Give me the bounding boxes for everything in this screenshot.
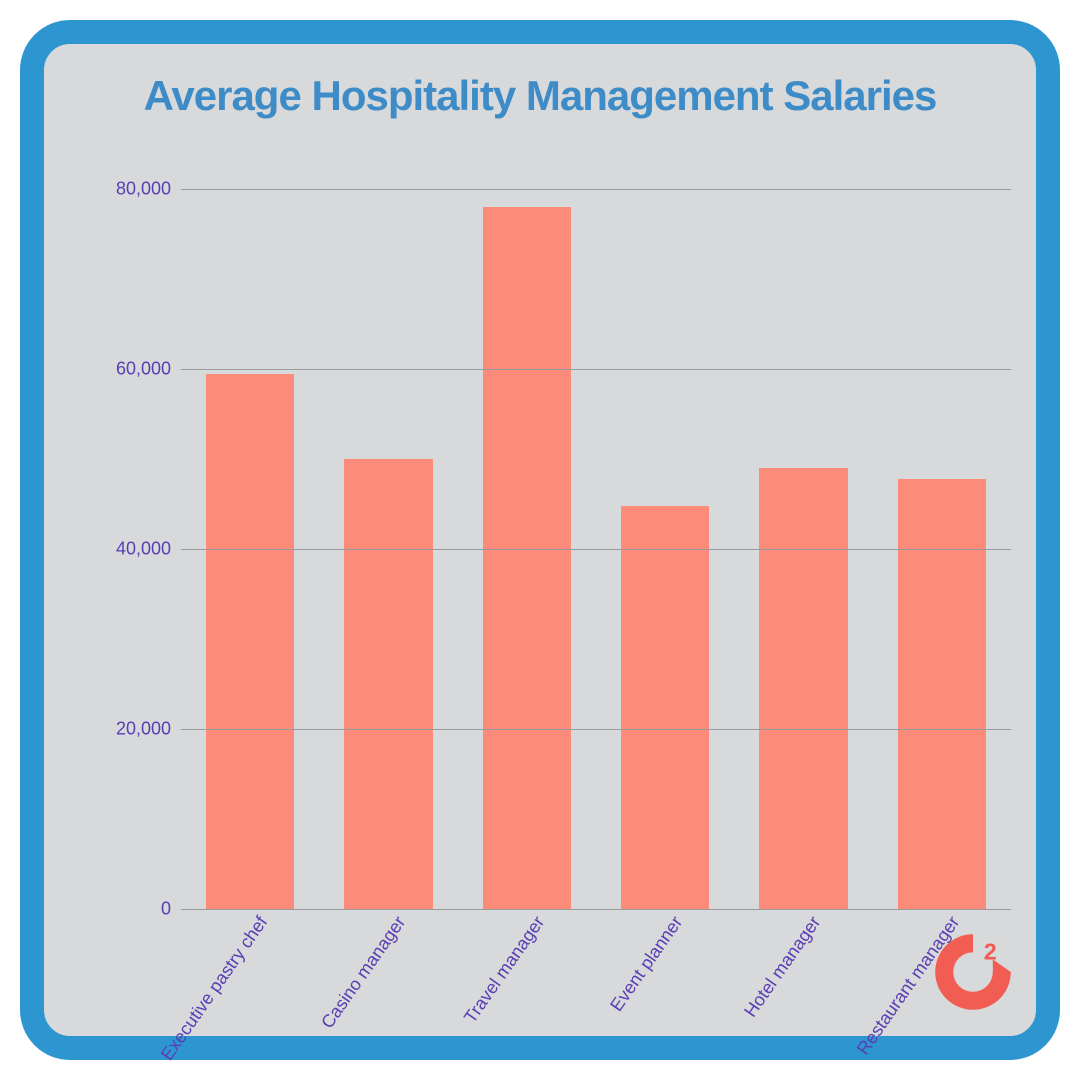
bar [206,374,295,910]
y-tick-label: 60,000 [116,359,181,380]
bar [621,506,710,909]
svg-text:2: 2 [984,938,997,964]
y-tick-label: 80,000 [116,179,181,200]
bar [898,479,987,909]
chart-card: Average Hospitality Management Salaries … [20,20,1060,1060]
baseline [181,909,1011,910]
g2-logo-icon: 2 [928,927,1018,1022]
x-tick-label: Hotel manager [741,912,826,1021]
x-tick-label: Travel manager [460,912,549,1027]
x-tick-label: Executive pastry chef [157,912,272,1064]
bar [483,207,572,909]
bar-chart: Executive pastry chefCasino managerTrave… [181,189,1011,909]
gridline [181,369,1011,370]
gridline [181,189,1011,190]
bar [344,459,433,909]
gridline [181,729,1011,730]
gridline [181,549,1011,550]
x-tick-label: Event planner [606,912,687,1015]
y-tick-label: 0 [161,899,181,920]
chart-title: Average Hospitality Management Salaries [44,72,1036,120]
bar [759,468,848,909]
y-tick-label: 40,000 [116,539,181,560]
x-tick-label: Casino manager [318,912,411,1032]
y-tick-label: 20,000 [116,719,181,740]
